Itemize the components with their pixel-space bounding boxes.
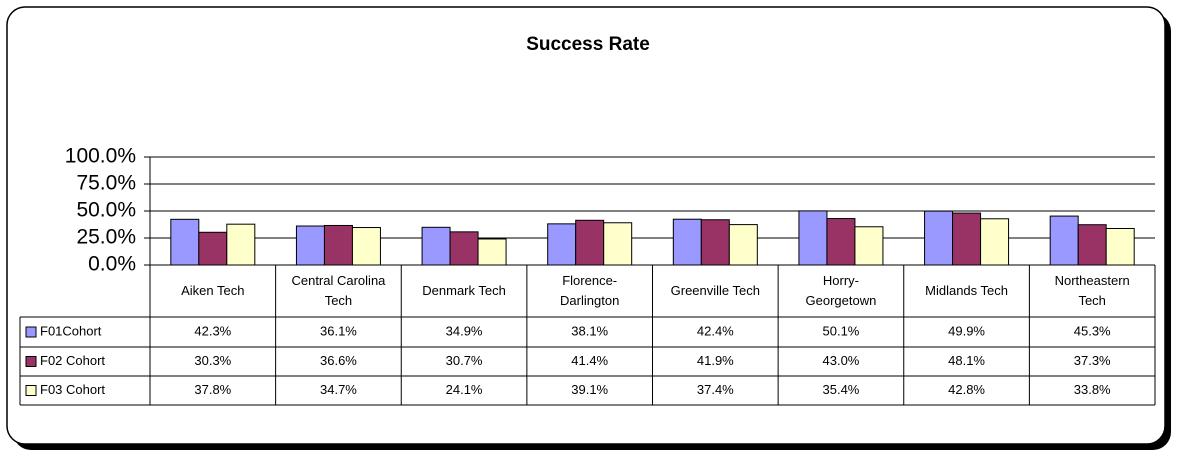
bar [575,219,605,266]
category-text: Northeastern Tech [1054,273,1130,308]
bar [924,210,954,266]
table-value: 41.4% [571,353,608,368]
table-value: 37.8% [194,382,231,397]
bar [980,218,1010,266]
bar [449,231,479,266]
table-value: 30.3% [194,353,231,368]
bar [672,218,702,266]
table-value: 36.6% [320,353,357,368]
category-text: Horry-Georgetown [805,273,877,308]
legend-swatch [25,326,37,338]
table-value: 36.1% [320,323,357,338]
y-tick-label: 75.0% [76,172,136,195]
bar [351,227,381,266]
table-value: 39.1% [571,382,608,397]
legend-label: F02 Cohort [40,353,105,368]
bar [1105,227,1135,266]
table-value: 43.0% [823,353,860,368]
y-tick-label: 100.0% [65,145,136,168]
table-value: 42.4% [697,323,734,338]
table-value: 42.3% [194,323,231,338]
bar [798,210,828,266]
bar [295,225,325,266]
category-label: Greenville Tech [653,265,779,317]
table-value: 42.8% [948,382,985,397]
category-label: Aiken Tech [150,265,276,317]
bar [854,226,884,266]
table-value: 48.1% [948,353,985,368]
category-text: Midlands Tech [925,283,1008,298]
legend-label: F03 Cohort [40,382,105,397]
bar [170,218,200,266]
category-text: Greenville Tech [670,283,760,298]
y-tick-label: 50.0% [76,199,136,222]
table-value: 41.9% [697,353,734,368]
table-value: 37.3% [1074,353,1111,368]
table-value: 50.1% [823,323,860,338]
bar [1049,215,1079,266]
table-value: 24.1% [446,382,483,397]
bar [547,223,577,266]
chart-title: Success Rate [526,34,650,55]
bar [603,222,633,266]
table-value: 30.7% [446,353,483,368]
table-value: 49.9% [948,323,985,338]
category-label: Horry-Georgetown [778,265,904,317]
table-value: 38.1% [571,323,608,338]
y-tick-label: 25.0% [76,226,136,249]
bar [421,226,451,266]
table-value: 34.9% [446,323,483,338]
category-text: Denmark Tech [422,283,506,298]
category-label: Midlands Tech [904,265,1030,317]
table-value: 45.3% [1074,323,1111,338]
category-text: Florence-Darlington [560,273,620,308]
bar [226,223,256,266]
category-text: Aiken Tech [181,283,245,298]
bar [323,224,353,266]
legend-swatch [25,356,37,367]
y-tick-label: 0.0% [88,253,136,276]
category-label: Central Carolina Tech [276,265,402,317]
category-text: Central Carolina Tech [291,273,386,308]
bar [700,219,730,266]
legend-label: F01Cohort [40,323,102,338]
bar [952,212,982,266]
table-value: 33.8% [1074,382,1111,397]
bar [477,238,507,266]
category-label: Denmark Tech [401,265,527,317]
category-label: Florence-Darlington [527,265,653,317]
category-label: Northeastern Tech [1029,265,1155,317]
table-value: 35.4% [823,382,860,397]
legend-swatch [25,385,37,396]
bar [728,224,758,266]
bar [826,218,856,266]
table-value: 37.4% [697,382,734,397]
table-value: 34.7% [320,382,357,397]
bar [198,231,228,266]
bar [1077,224,1107,266]
